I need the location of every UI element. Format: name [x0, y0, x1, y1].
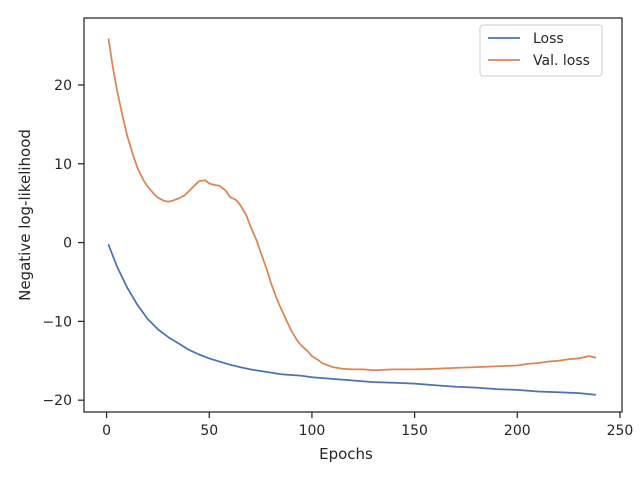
y-tick-label: 0 [63, 236, 72, 252]
x-tick-label: 200 [504, 423, 531, 439]
series-lines [107, 38, 597, 396]
y-tick-label: −20 [42, 393, 72, 409]
x-axis-label: Epochs [319, 445, 373, 463]
legend: Loss Val. loss [479, 24, 603, 77]
x-tick-label: 100 [299, 423, 326, 439]
series-line-loss [107, 244, 597, 396]
x-tick-label: 250 [607, 423, 634, 439]
legend-label-loss: Loss [533, 31, 564, 47]
y-axis-ticks: −20 −10 0 10 20 [42, 78, 84, 409]
y-tick-label: 20 [54, 78, 72, 94]
y-axis-label: Negative log-likelihood [16, 129, 34, 301]
plot-frame [83, 17, 623, 413]
y-tick-label: 10 [54, 157, 72, 173]
series-line-val-loss [107, 38, 597, 372]
legend-label-val-loss: Val. loss [533, 53, 590, 69]
x-tick-label: 150 [401, 423, 428, 439]
plot-area-background [84, 18, 622, 412]
x-tick-label: 50 [200, 423, 218, 439]
y-tick-label: −10 [42, 314, 72, 330]
x-axis-ticks: 0 50 100 150 200 250 [102, 412, 633, 439]
x-tick-label: 0 [102, 423, 111, 439]
